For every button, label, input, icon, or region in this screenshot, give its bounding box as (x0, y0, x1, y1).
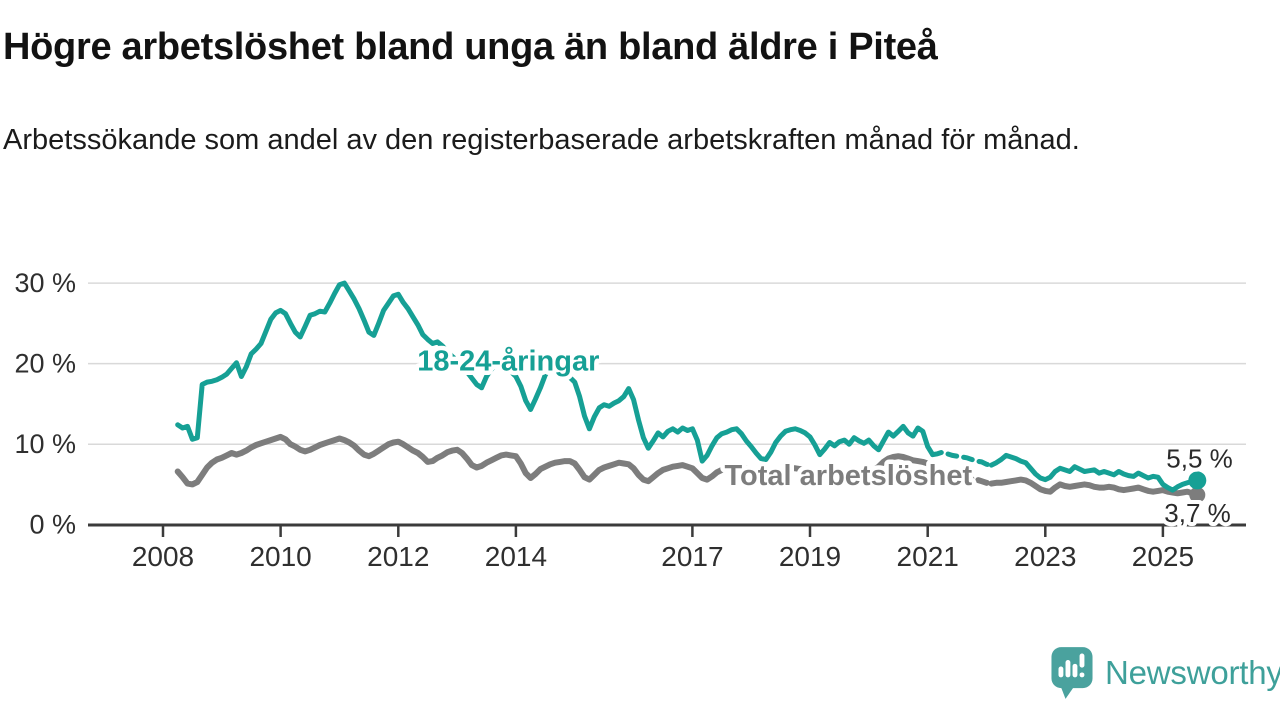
y-axis-label: 20 % (14, 349, 76, 379)
x-axis-label: 2014 (485, 541, 547, 572)
speech-bubble-icon (1051, 647, 1093, 699)
newsworthy-logo-icon (1051, 647, 1093, 699)
y-axis-label: 0 % (29, 510, 76, 540)
series-line-youth-dashed (930, 449, 994, 468)
series-line-total-dashed (929, 463, 995, 487)
x-axis-label: 2023 (1014, 541, 1076, 572)
chart-subtitle: Arbetssökande som andel av den registerb… (3, 124, 1080, 156)
y-axis-label: 30 % (14, 268, 76, 298)
end-value-label-total: 3,7 % (1164, 498, 1231, 528)
x-axis-label: 2021 (897, 541, 959, 572)
x-axis-label: 2019 (779, 541, 841, 572)
series-line-youth (175, 280, 936, 464)
x-axis-label: 2010 (249, 541, 311, 572)
end-value-label-youth: 5,5 % (1166, 443, 1233, 473)
x-axis-label: 2008 (132, 541, 194, 572)
x-axis-label: 2012 (367, 541, 429, 572)
newsworthy-logo: Newsworthy (1050, 646, 1280, 700)
series-line-total (988, 476, 1201, 498)
series-end-dot-total (1189, 486, 1206, 503)
chart-title: Högre arbetslöshet bland unga än bland ä… (3, 26, 938, 68)
newsworthy-wordmark: Newsworthy (1105, 654, 1280, 691)
x-axis-label: 2017 (661, 541, 723, 572)
y-axis-label: 10 % (14, 429, 76, 459)
series-end-dot-youth (1188, 471, 1207, 490)
series-label-total: Total arbetslöshet (724, 460, 972, 492)
x-axis-label: 2025 (1132, 541, 1194, 572)
series-line-youth (988, 452, 1200, 493)
series-line-total (174, 433, 936, 488)
series-label-youth: 18-24-åringar (417, 345, 599, 377)
